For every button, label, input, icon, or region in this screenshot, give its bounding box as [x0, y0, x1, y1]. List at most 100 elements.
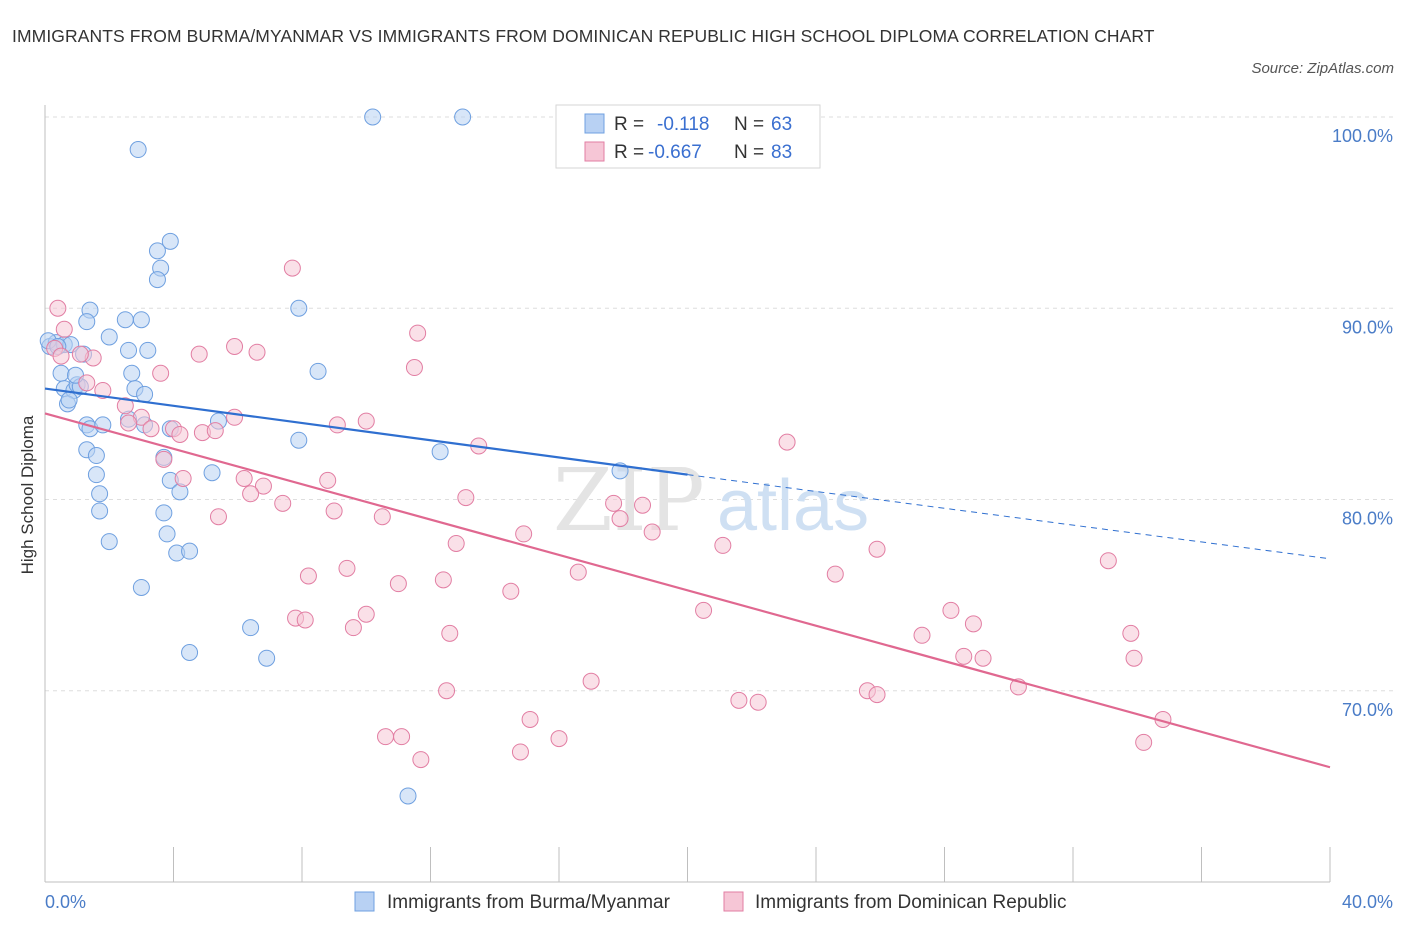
- point-dominican: [142, 420, 160, 438]
- point-dominican: [174, 469, 192, 487]
- point-dominican: [242, 485, 260, 503]
- point-burma: [87, 447, 105, 465]
- point-dominican: [605, 494, 623, 512]
- point-burma: [242, 619, 260, 637]
- point-burma: [203, 464, 221, 482]
- point-dominican: [319, 471, 337, 489]
- point-dominican: [942, 601, 960, 619]
- x-tick-label-max: 40.0%: [1342, 892, 1393, 912]
- chart-source: Source: ZipAtlas.com: [1251, 60, 1394, 77]
- point-burma: [120, 341, 138, 359]
- point-dominican: [511, 743, 529, 761]
- point-burma: [161, 232, 179, 250]
- point-dominican: [749, 693, 767, 711]
- point-burma: [100, 328, 118, 346]
- point-dominican: [116, 397, 134, 415]
- point-dominican: [94, 381, 112, 399]
- legend-label-burma: Immigrants from Burma/Myanmar: [387, 892, 671, 913]
- point-dominican: [582, 672, 600, 690]
- stats-swatch-pink: [584, 141, 605, 162]
- y-axis-label: High School Diploma: [18, 415, 37, 574]
- point-burma: [399, 787, 417, 805]
- point-burma: [431, 443, 449, 461]
- x-axis-ticks: [44, 847, 1331, 882]
- point-dominican: [441, 624, 459, 642]
- point-dominican: [190, 345, 208, 363]
- point-burma: [78, 313, 96, 331]
- point-dominican: [357, 412, 375, 430]
- point-dominican: [393, 728, 411, 746]
- point-dominican: [338, 559, 356, 577]
- point-dominican: [643, 523, 661, 541]
- y-tick-label: 70.0%: [1342, 700, 1393, 720]
- stats-n-label-blue: N =: [734, 114, 764, 135]
- point-dominican: [1099, 552, 1117, 570]
- point-burma: [148, 242, 166, 260]
- point-burma: [364, 108, 382, 126]
- point-burma: [60, 391, 78, 409]
- series-legend: Immigrants from Burma/Myanmar Immigrants…: [354, 891, 1067, 913]
- y-tick-label: 80.0%: [1342, 509, 1393, 529]
- point-dominican: [226, 338, 244, 355]
- legend-swatch-burma: [354, 891, 375, 912]
- stats-r-value-blue: -0.118: [657, 114, 709, 135]
- chart-title: IMMIGRANTS FROM BURMA/MYANMAR VS IMMIGRA…: [12, 26, 1155, 46]
- point-burma: [100, 533, 118, 551]
- point-burma: [91, 502, 109, 520]
- scatter-points: [39, 108, 1172, 805]
- point-dominican: [206, 422, 224, 440]
- point-dominican: [964, 615, 982, 633]
- point-dominican: [283, 259, 301, 277]
- point-dominican: [634, 496, 652, 514]
- grid-lines: [45, 116, 1393, 692]
- point-dominican: [209, 508, 227, 526]
- point-dominican: [296, 611, 314, 629]
- point-dominican: [52, 347, 70, 365]
- point-dominican: [502, 582, 520, 600]
- stats-n-value-pink: 83: [771, 142, 792, 163]
- trend-line-burma-extension: [687, 474, 1331, 560]
- point-burma: [52, 364, 70, 382]
- trend-lines: [44, 387, 1331, 769]
- point-dominican: [714, 536, 732, 554]
- point-burma: [123, 364, 141, 382]
- point-dominican: [409, 324, 427, 342]
- point-dominican: [325, 502, 343, 520]
- point-dominican: [155, 450, 173, 468]
- point-dominican: [171, 425, 189, 443]
- point-dominican: [344, 619, 362, 637]
- point-burma: [258, 649, 276, 667]
- point-burma: [116, 311, 134, 329]
- point-dominican: [235, 469, 253, 487]
- point-dominican: [405, 359, 423, 377]
- point-burma: [181, 644, 199, 661]
- stats-n-label-pink: N =: [734, 142, 764, 163]
- trend-line-dominican: [44, 412, 1331, 769]
- point-burma: [290, 431, 308, 449]
- point-dominican: [778, 433, 796, 451]
- point-dominican: [569, 563, 587, 581]
- point-dominican: [955, 647, 973, 665]
- point-dominican: [389, 575, 407, 593]
- point-dominican: [226, 408, 244, 426]
- point-dominican: [55, 320, 73, 338]
- point-burma: [132, 578, 150, 596]
- point-dominican: [78, 374, 96, 392]
- point-dominican: [254, 477, 272, 495]
- point-burma: [155, 504, 173, 522]
- point-dominican: [438, 682, 456, 700]
- point-dominican: [274, 494, 292, 512]
- stats-r-label-pink: R =: [614, 142, 644, 163]
- point-dominican: [730, 691, 748, 709]
- point-dominican: [868, 686, 886, 704]
- point-burma: [136, 385, 154, 403]
- point-dominican: [434, 571, 452, 589]
- point-dominican: [1125, 649, 1143, 667]
- point-dominican: [550, 730, 568, 748]
- stats-r-value-pink: -0.667: [648, 142, 702, 163]
- x-tick-label-min: 0.0%: [45, 892, 86, 912]
- point-dominican: [974, 649, 992, 667]
- point-dominican: [328, 416, 346, 434]
- point-dominican: [826, 565, 844, 583]
